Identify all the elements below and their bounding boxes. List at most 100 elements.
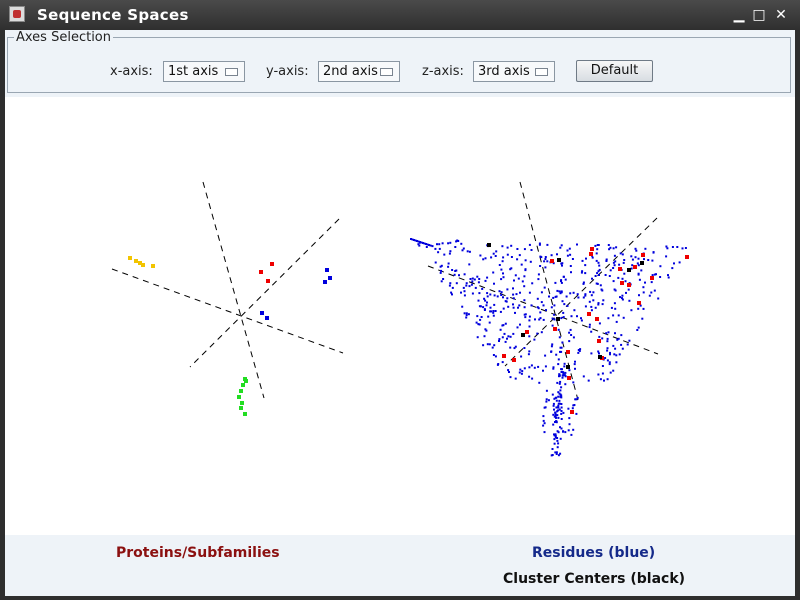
residue-point	[544, 266, 547, 269]
residue-point	[552, 413, 555, 416]
residue-point	[557, 328, 560, 331]
close-icon[interactable]: ✕	[775, 7, 787, 23]
residue-point	[492, 314, 495, 317]
residue-point	[492, 271, 495, 274]
residue-point	[640, 269, 643, 272]
cluster-center-point	[556, 317, 560, 321]
residue-point	[454, 246, 457, 248]
residue-point	[560, 244, 563, 247]
maximize-icon[interactable]: □	[752, 7, 766, 23]
residue-point	[573, 404, 576, 406]
residue-point	[574, 398, 577, 401]
residue-point	[554, 421, 556, 423]
residue-point	[553, 408, 555, 411]
residue-point	[485, 304, 488, 307]
residue-point	[569, 265, 572, 267]
residue-point	[528, 315, 531, 318]
legend-footer	[5, 535, 795, 596]
highlight-point	[597, 339, 601, 343]
residue-point	[559, 395, 562, 398]
residue-point	[551, 448, 554, 450]
residue-point	[650, 291, 653, 294]
residue-points	[410, 238, 687, 457]
residue-point	[470, 283, 473, 286]
residue-point	[520, 372, 523, 375]
residue-point	[524, 259, 527, 262]
residue-point	[617, 276, 620, 279]
residue-point	[567, 429, 570, 432]
residue-point	[548, 295, 550, 298]
minimize-icon[interactable]: ▁	[733, 7, 745, 23]
residue-point	[504, 300, 507, 303]
residue-point	[545, 400, 548, 403]
y-axis-label: y-axis:	[266, 64, 309, 79]
residue-point	[639, 304, 642, 307]
title-bar[interactable]: Sequence Spaces ▁ □ ✕	[0, 0, 800, 30]
residue-point	[489, 306, 492, 309]
residue-point	[556, 430, 559, 433]
subfamily-point	[328, 276, 332, 280]
residue-point	[615, 361, 618, 364]
residue-point	[540, 301, 543, 304]
residue-point	[613, 254, 616, 257]
residue-point	[485, 329, 488, 332]
residue-point	[612, 369, 615, 372]
y-axis-select[interactable]: 2nd axis	[318, 61, 400, 82]
residue-point	[553, 318, 556, 321]
plot-area[interactable]	[5, 97, 795, 535]
residue-point	[542, 369, 544, 372]
residue-point	[523, 367, 526, 370]
residue-point	[594, 306, 597, 309]
residue-point	[574, 360, 576, 363]
residue-point	[584, 294, 587, 297]
residue-point	[501, 245, 504, 248]
residue-point	[527, 353, 530, 356]
residue-point	[501, 324, 504, 327]
residue-point	[617, 337, 620, 340]
residue-point	[519, 291, 521, 294]
default-button[interactable]: Default	[576, 60, 653, 82]
residue-point	[509, 376, 512, 379]
residue-point	[559, 426, 561, 429]
residue-point	[552, 367, 555, 370]
residue-point	[577, 349, 580, 351]
subfamily-point	[237, 395, 241, 399]
highlight-point	[650, 276, 654, 280]
residue-point	[494, 355, 497, 358]
residue-point	[575, 412, 578, 415]
residue-point	[449, 282, 452, 285]
residue-point	[564, 371, 567, 374]
residue-point	[560, 291, 563, 294]
residue-point	[601, 303, 604, 306]
x-axis-select[interactable]: 1st axis	[163, 61, 245, 82]
residue-point	[555, 406, 558, 409]
residue-point	[622, 316, 625, 319]
residue-point	[483, 308, 486, 311]
residue-point	[613, 302, 616, 305]
residue-point	[476, 275, 479, 278]
residue-point	[558, 290, 561, 293]
residue-point	[564, 431, 567, 434]
residue-point	[580, 319, 583, 322]
residue-point	[565, 295, 568, 298]
residue-point	[592, 299, 595, 302]
residue-point	[529, 260, 532, 263]
residue-point	[559, 380, 562, 383]
residue-point	[471, 277, 474, 280]
cluster-center-point	[557, 258, 561, 262]
axis-line	[504, 217, 658, 367]
residue-point	[608, 363, 611, 366]
residue-point	[625, 291, 627, 294]
residue-point	[554, 295, 557, 298]
z-axis-select[interactable]: 3rd axis	[473, 61, 555, 82]
residue-point	[440, 264, 443, 267]
residue-point	[671, 246, 674, 248]
residue-point	[562, 430, 564, 433]
residue-point	[559, 346, 562, 349]
residue-point	[564, 375, 567, 378]
residue-point	[414, 239, 417, 242]
residue-point	[638, 294, 640, 297]
subfamily-point	[241, 383, 245, 387]
residue-point	[558, 336, 561, 339]
